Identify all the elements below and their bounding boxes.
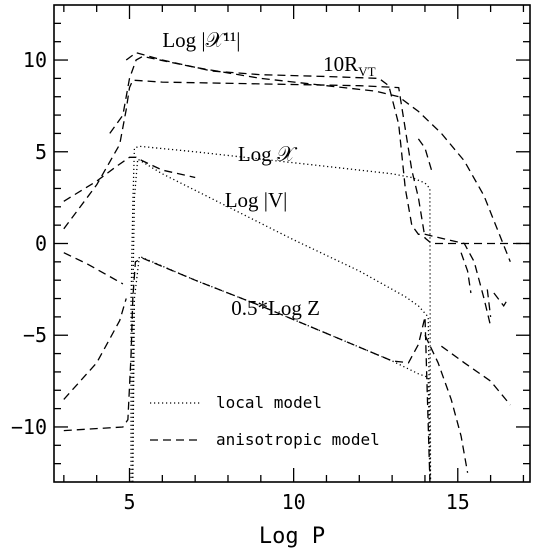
tick-labels: 5 10 15 −10 −5 0 5 10	[11, 48, 470, 514]
series-line-dashed-7	[63, 79, 530, 245]
curve-annotation: 10RVT	[323, 52, 375, 79]
x-tick-label: 5	[123, 490, 135, 514]
curve-annotation: 0.5*Log Z	[231, 296, 320, 320]
series-line-dashed-12	[417, 138, 433, 171]
series-line-dashed-15	[493, 292, 508, 308]
curve-annotation: Log 𝒳	[238, 142, 298, 166]
x-tick-label: 10	[282, 490, 306, 514]
series-line-dashed-8	[109, 55, 511, 263]
series-line-dashed-6	[63, 257, 431, 482]
curve-annotation: Log |𝒳¹¹|	[162, 28, 240, 52]
x-tick-label: 15	[446, 490, 470, 514]
series-line-dashed-13	[460, 252, 472, 294]
series-line-dashed-11	[424, 334, 469, 473]
series-line-dashed-5	[63, 298, 127, 400]
y-tick-label: 0	[35, 232, 47, 256]
series-line-dashed-14	[486, 289, 492, 317]
legend-label: local model	[216, 393, 322, 412]
x-axis-title: Log P	[259, 524, 325, 549]
series-line-dashed-4	[63, 252, 124, 285]
legend-label: anisotropic model	[216, 430, 380, 449]
series-layer	[63, 51, 530, 482]
series-line-dashed-10	[441, 345, 511, 406]
annotations: Log |𝒳¹¹| 10RVT Log 𝒳 Log |V| 0.5*Log Z	[162, 28, 375, 320]
y-tick-label: −5	[23, 323, 47, 347]
y-tick-label: −10	[11, 415, 47, 439]
series-line-dashed-9	[125, 51, 492, 327]
axis-ticks	[54, 5, 530, 482]
curve-annotation: Log |V|	[225, 188, 288, 212]
y-tick-label: 5	[35, 140, 47, 164]
legend: local model anisotropic model	[150, 393, 380, 449]
series-line-dashed-3	[63, 156, 196, 202]
y-tick-label: 10	[23, 48, 47, 72]
